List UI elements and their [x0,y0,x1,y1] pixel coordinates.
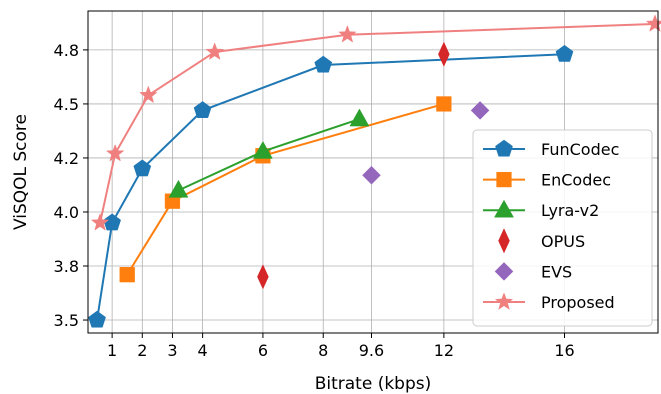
y-tick-label: 4.5 [54,95,79,114]
data-point [438,41,450,67]
legend-item: OPUS [498,228,585,254]
y-axis-title: ViSQOL Score [11,114,31,230]
data-point [139,85,158,104]
data-point [252,140,273,159]
x-tick-label: 4 [198,341,208,360]
legend-item: Lyra-v2 [483,199,599,220]
data-point [103,213,121,231]
data-point [362,165,381,185]
legend-item: Proposed [483,292,615,312]
x-tick-label: 6 [258,341,268,360]
y-tick-label: 4.8 [54,41,79,60]
data-point [193,101,212,118]
series-line [96,53,565,321]
series-lyra-v2 [168,108,370,198]
x-tick-label: 16 [554,341,574,360]
axes-layer: 1 2 3 4 6 8 9.6 12 163.53.84.04.24.54.8 [54,41,575,360]
x-tick-label: 2 [137,341,147,360]
data-point [338,25,357,43]
series-line [126,102,445,276]
series-layer [88,14,661,328]
x-axis-title: Bitrate (kbps) [315,374,432,394]
legend-marker [494,199,514,218]
data-point [645,14,661,32]
y-tick-label: 3.5 [54,311,79,330]
legend-item: FunCodec [483,139,619,159]
series-funcodec [88,44,574,328]
legend-label: OPUS [541,232,585,251]
series-line [99,22,656,224]
legend-label: Proposed [541,293,615,312]
data-point [88,310,106,328]
data-point [470,101,490,120]
legend-item: EVS [494,262,572,281]
x-tick-label: 8 [318,341,328,360]
legend-marker [495,139,513,157]
series-proposed [90,14,661,231]
legend-label: EVS [541,262,572,281]
legend-marker [494,262,514,281]
x-tick-label: 1 [107,341,117,360]
data-point [436,96,452,112]
legend-marker [494,292,514,310]
x-tick-label: 9.6 [359,341,384,360]
legend: FunCodec EnCodec Lyra-v2 OPUS EVS Proposed [472,129,653,327]
series-opus [257,41,450,290]
data-point [205,42,224,60]
legend-label: Lyra-v2 [541,201,599,220]
data-point [90,213,110,231]
legend-label: FunCodec [541,140,619,159]
data-point [555,44,574,62]
legend-marker [496,171,512,188]
y-tick-label: 3.8 [54,257,79,276]
data-point [105,143,125,162]
y-tick-label: 4.2 [54,149,79,168]
legend-label: EnCodec [541,171,611,190]
data-point [119,267,135,283]
series-evs [362,101,490,185]
data-point [314,55,333,73]
data-point [257,264,269,290]
y-tick-label: 4.0 [54,203,79,222]
x-tick-label: 12 [434,341,454,360]
data-point [168,179,189,198]
plot-frame [87,10,659,334]
data-point [349,108,370,127]
data-point [133,159,152,177]
x-tick-label: 3 [167,341,177,360]
legend-item: EnCodec [483,171,611,190]
legend-marker [498,228,510,254]
